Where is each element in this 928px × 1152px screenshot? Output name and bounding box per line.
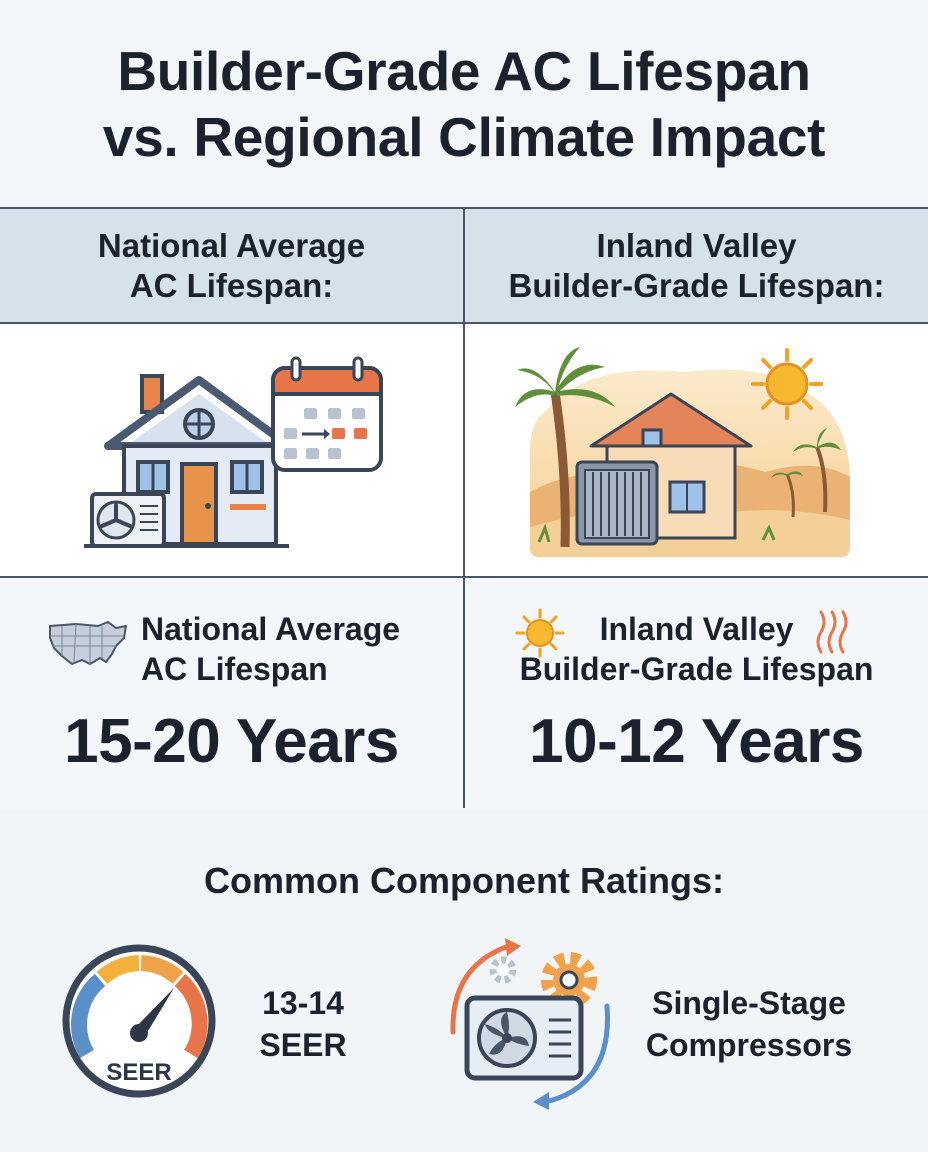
ac-unit-icon (90, 492, 166, 548)
national-value-cell: National Average AC Lifespan 15-20 Years (0, 578, 463, 810)
national-header-cell: National Average AC Lifespan: (0, 209, 463, 322)
us-map-icon (49, 621, 127, 665)
compressor-rating-line-2: Compressors (645, 1027, 853, 1063)
inland-label-line-2: Builder-Grade Lifespan (519, 651, 874, 687)
inland-header-line-2: Builder-Grade Lifespan: (508, 266, 885, 304)
inland-header-cell: Inland Valley Builder-Grade Lifespan: (465, 209, 928, 322)
title-line-2: vs. Regional Climate Impact (102, 106, 826, 168)
seer-rating-line-1: 13-14 (262, 985, 344, 1021)
heat-waves-icon (816, 610, 848, 654)
seer-rating-line-2: SEER (259, 1027, 347, 1063)
inland-header-line-1: Inland Valley (596, 226, 797, 264)
inland-value-cell: Inland Valley Builder-Grade Lifespan 10-… (465, 578, 928, 810)
inland-lifespan-value: 10-12 Years (529, 707, 864, 776)
inland-illustration (465, 324, 928, 576)
title-line-1: Builder-Grade AC Lifespan (117, 40, 811, 102)
national-header-line-2: AC Lifespan: (129, 266, 334, 304)
national-label-line-1: National Average (141, 611, 401, 647)
component-ratings-title: Common Component Ratings: (204, 860, 724, 901)
sun-icon (751, 348, 823, 420)
page-title: Builder-Grade AC Lifespan vs. Regional C… (0, 0, 928, 208)
calendar-icon (271, 356, 383, 472)
inland-label-line-1: Inland Valley (599, 611, 794, 647)
comparison-table: National Average AC Lifespan: Inland Val… (0, 207, 928, 810)
national-header-line-1: National Average (97, 226, 366, 264)
column-divider (463, 209, 465, 808)
desert-house-icon (515, 347, 850, 557)
sun-icon (515, 608, 565, 658)
national-label-line-2: AC Lifespan (141, 651, 328, 687)
national-illustration (0, 324, 463, 576)
seer-gauge-icon: SEER (62, 944, 216, 1098)
component-ratings-section: Common Component Ratings: SEER 13-14 SEE… (0, 810, 928, 1152)
gauge-label: SEER (106, 1059, 171, 1086)
compressor-cycle-icon (450, 938, 610, 1110)
ac-unit-icon (575, 460, 659, 546)
national-lifespan-value: 15-20 Years (64, 707, 399, 776)
compressor-rating-line-1: Single-Stage (652, 985, 846, 1021)
